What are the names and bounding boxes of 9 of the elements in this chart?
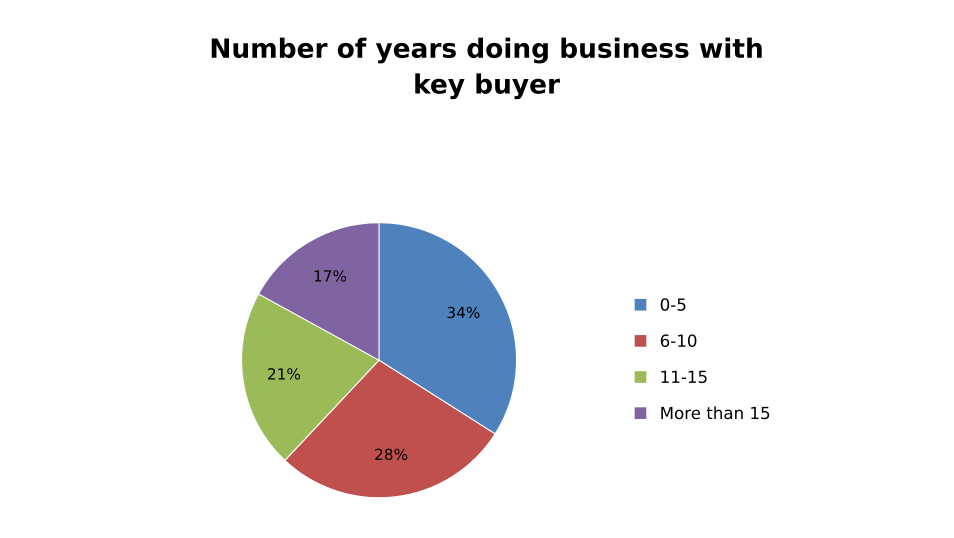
data-label: 17% <box>314 270 346 282</box>
legend-label: 11-15 <box>662 370 707 384</box>
chart-title: Number of years doing business with key buyer <box>212 38 762 100</box>
legend-label: More than 15 <box>661 406 770 420</box>
legend-label: 0-5 <box>660 298 686 311</box>
data-label: 21% <box>268 368 300 380</box>
legend-label: 6-10 <box>660 334 696 347</box>
data-label: 34% <box>448 306 480 318</box>
data-label: 28% <box>375 448 408 460</box>
